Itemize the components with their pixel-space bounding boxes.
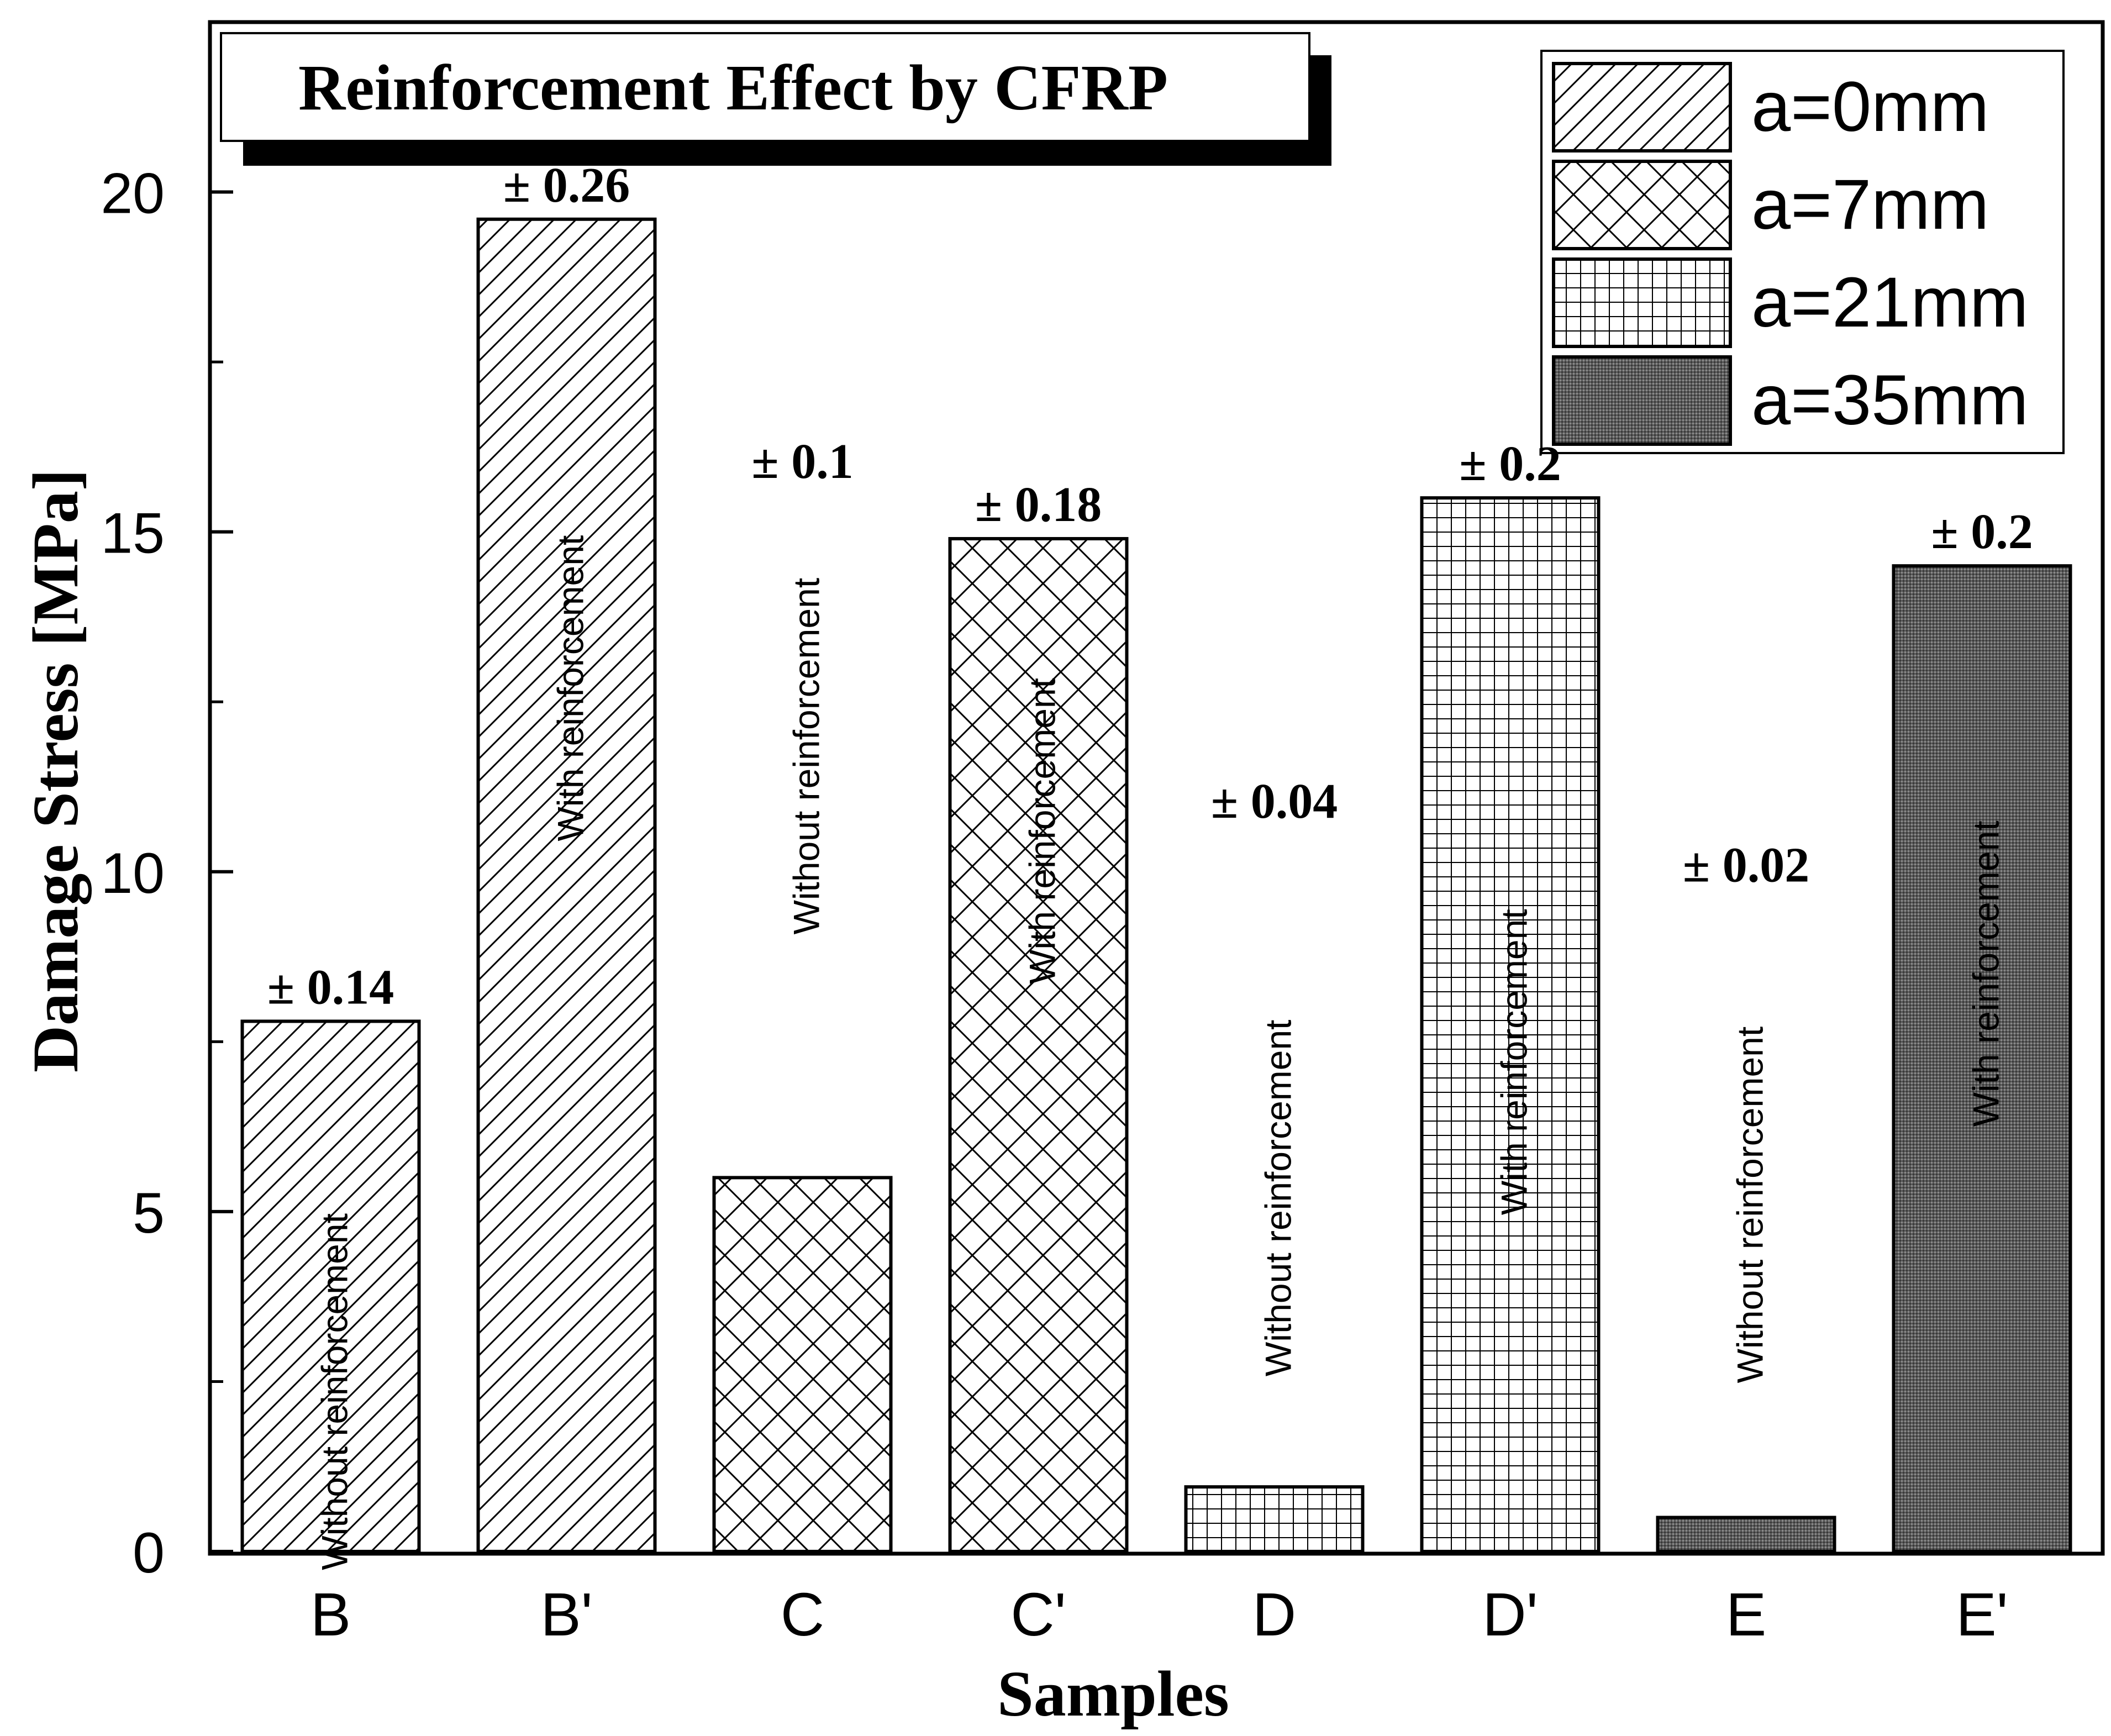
bar-note: Without reinforcement (1258, 1019, 1299, 1376)
bar-note: Without reinforcement (1730, 1027, 1771, 1383)
error-label: ± 0.02 (1683, 838, 1809, 892)
legend-swatch-diagonal (1552, 62, 1732, 152)
plot-frame (208, 20, 2105, 1556)
bar-note: Without reinforcement (314, 1213, 355, 1570)
legend-swatch-grid (1552, 257, 1732, 348)
bar-E-prime (1892, 564, 2072, 1553)
bar-D-prime (1420, 496, 1601, 1554)
bar-B-prime (476, 217, 657, 1554)
x-tick-label: B (310, 1581, 351, 1649)
legend-label: a=21mm (1751, 263, 2029, 342)
x-axis-label: Samples (997, 1658, 1229, 1730)
bar-note: With reinforcement (1494, 909, 1535, 1215)
chart-title: Reinforcement Effect by CFRP (298, 51, 1168, 124)
x-tick-label: E (1726, 1581, 1766, 1649)
bar-note: Without reinforcement (786, 578, 827, 935)
bar-C (712, 1176, 893, 1553)
error-label: ± 0.2 (1931, 504, 2033, 559)
y-tick-label: 0 (133, 1521, 165, 1585)
x-tick-label: C (781, 1581, 824, 1649)
x-tick-label: C' (1010, 1581, 1066, 1649)
x-tick-label: D' (1482, 1581, 1538, 1649)
x-tick-label: B' (540, 1581, 592, 1649)
legend-label: a=0mm (1751, 67, 1989, 146)
x-tick-label: E' (1956, 1581, 2008, 1649)
legend-label: a=35mm (1751, 361, 2029, 440)
error-label: ± 0.18 (975, 477, 1102, 532)
error-label: ± 0.14 (267, 960, 394, 1014)
bar-note: With reinforcement (1022, 678, 1063, 984)
error-label: ± 0.04 (1211, 774, 1338, 829)
bar-E (1656, 1516, 1836, 1553)
legend-label: a=7mm (1751, 165, 1989, 244)
title-box (220, 32, 1310, 142)
bar-note: With reinforcement (1966, 820, 2007, 1127)
bar-B (240, 1019, 421, 1553)
error-label: ± 0.26 (503, 158, 630, 213)
bar-C-prime (948, 536, 1129, 1553)
bar-note: With reinforcement (550, 535, 591, 841)
error-label: ± 0.1 (751, 434, 853, 489)
y-tick-label: 15 (101, 502, 165, 566)
y-axis-label: Damage Stress [MPa] (19, 469, 92, 1072)
bar-D (1184, 1485, 1365, 1554)
error-label: ± 0.2 (1459, 436, 1561, 491)
y-tick-label: 10 (101, 841, 165, 906)
y-tick-label: 20 (101, 162, 165, 226)
y-tick-label: 5 (133, 1181, 165, 1245)
x-tick-label: D (1252, 1581, 1296, 1649)
legend-swatch-crosshatch (1552, 160, 1732, 250)
legend-swatch-dense (1552, 355, 1732, 446)
